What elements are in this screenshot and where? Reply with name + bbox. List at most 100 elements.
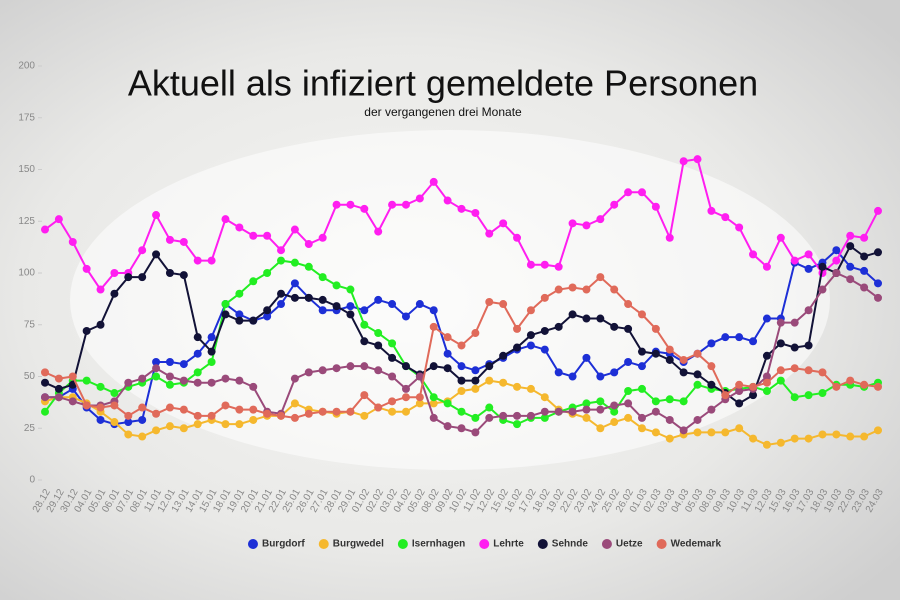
data-point (596, 215, 605, 224)
data-point (846, 432, 855, 441)
data-point (179, 405, 188, 414)
data-point (540, 393, 549, 402)
data-point (277, 289, 286, 298)
data-point (554, 368, 563, 377)
data-point (693, 380, 702, 389)
data-point (651, 428, 660, 437)
data-point (485, 413, 494, 422)
data-point (471, 413, 480, 422)
data-point (82, 376, 91, 385)
data-point (165, 358, 174, 367)
legend-swatch (247, 539, 258, 549)
data-point (152, 409, 161, 418)
data-point (665, 355, 674, 364)
data-point (596, 314, 605, 323)
data-point (304, 293, 313, 302)
data-point (193, 333, 202, 342)
data-point (346, 200, 355, 209)
data-point (776, 438, 785, 447)
data-point (471, 366, 480, 375)
data-point (610, 401, 619, 410)
data-point (762, 262, 771, 271)
data-point (860, 266, 869, 275)
data-point (582, 405, 591, 414)
data-point (152, 372, 161, 381)
data-point (304, 409, 313, 418)
data-point (221, 374, 230, 383)
data-point (735, 386, 744, 395)
legend-label: Uetze (616, 539, 643, 550)
data-point (374, 366, 383, 375)
data-point (429, 306, 438, 315)
data-point (290, 399, 299, 408)
data-point (790, 434, 799, 443)
data-point (41, 393, 49, 402)
data-point (235, 420, 244, 429)
data-point (332, 302, 341, 311)
data-point (846, 231, 855, 240)
data-point (360, 204, 369, 213)
data-point (290, 258, 299, 267)
data-point (651, 324, 660, 333)
data-point (860, 252, 869, 261)
data-point (443, 196, 452, 205)
data-point (624, 188, 633, 197)
data-point (624, 399, 633, 408)
data-point (735, 223, 744, 232)
data-point (346, 302, 355, 311)
data-point (360, 306, 369, 315)
data-point (374, 403, 383, 412)
data-point (82, 264, 91, 273)
data-point (152, 211, 161, 220)
data-point (96, 320, 105, 329)
data-point (193, 368, 202, 377)
data-point (374, 329, 383, 338)
data-point (235, 376, 244, 385)
data-point (776, 366, 785, 375)
data-point (346, 407, 355, 416)
data-point (679, 157, 688, 166)
data-point (693, 415, 702, 424)
data-point (249, 382, 258, 391)
data-point (457, 341, 466, 350)
data-point (304, 368, 313, 377)
data-point (138, 432, 147, 441)
data-point (207, 256, 216, 265)
data-point (346, 362, 355, 371)
data-point (610, 200, 619, 209)
data-point (138, 246, 147, 255)
data-point (735, 333, 744, 342)
data-point (762, 386, 771, 395)
data-point (762, 372, 771, 381)
data-point (860, 432, 869, 441)
data-point (221, 215, 230, 224)
data-point (415, 399, 424, 408)
data-point (263, 269, 272, 277)
data-point (637, 413, 646, 422)
data-point (277, 246, 286, 255)
data-point (221, 401, 230, 410)
data-point (471, 428, 480, 437)
data-point (762, 314, 771, 323)
data-point (582, 314, 591, 323)
data-point (249, 316, 258, 325)
data-point (429, 362, 438, 371)
data-point (429, 322, 438, 331)
data-point (290, 374, 299, 383)
data-point (110, 289, 119, 298)
data-point (485, 376, 494, 385)
data-point (165, 403, 174, 412)
data-point (221, 300, 230, 309)
data-point (332, 407, 341, 416)
data-point (499, 219, 508, 228)
data-point (346, 310, 355, 319)
y-tick-label: 175 (18, 112, 35, 123)
data-point (832, 430, 841, 439)
data-point (249, 231, 258, 240)
data-point (610, 418, 619, 427)
data-point (832, 256, 841, 265)
data-point (568, 407, 577, 416)
data-point (624, 324, 633, 333)
data-point (610, 407, 619, 416)
data-point (290, 225, 299, 234)
